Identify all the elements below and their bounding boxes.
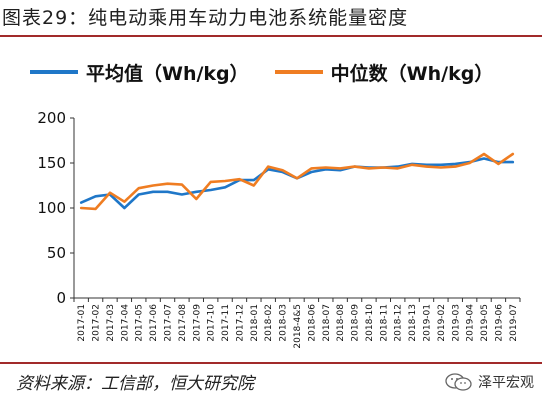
x-tick-label: 2017-01 [77,304,87,342]
x-tick-label: 2017-07 [164,304,174,342]
source-note: 资料来源：工信部，恒大研究院 [16,374,254,394]
x-tick-label: 2019-06 [494,304,504,342]
x-tick-label: 2018-09 [351,304,361,342]
legend-swatch-median [274,70,323,74]
x-tick-label: 2017-04 [120,304,130,342]
x-tick-label: 2018-03 [279,304,289,342]
wechat-icon [445,373,472,391]
bottom-rule [0,362,542,364]
legend-swatch-avg [30,70,78,74]
x-tick-label: 2019-02 [437,304,447,342]
y-tick-label: 200 [37,109,66,127]
x-tick-label: 2018-4&5 [293,304,303,349]
y-tick-label: 100 [37,199,66,217]
x-tick-label: 2018-12 [394,304,404,342]
brand-name: 泽平宏观 [478,375,534,391]
x-tick-label: 2018-13 [408,304,418,342]
x-tick-label: 2019-05 [480,304,490,342]
title-bar: 图表29：纯电动乘用车动力电池系统能量密度 [0,0,542,35]
x-tick-label: 2018-10 [365,304,375,342]
x-tick-label: 2017-11 [221,304,231,342]
x-tick-label: 2019-03 [451,304,461,342]
top-rule [0,35,542,37]
y-tick-label: 50 [47,244,66,262]
series-line-median [79,152,515,211]
legend-label-avg: 平均值（Wh/kg） [86,62,249,85]
x-tick-label: 2017-06 [149,304,159,342]
x-tick-label: 2019-04 [466,304,476,342]
x-tick-label: 2017-12 [235,304,245,342]
x-tick-label: 2019-01 [422,304,432,342]
chart-series [79,152,515,211]
legend-item-median: 中位数（Wh/kg） [274,59,494,86]
x-tick-label: 2018-11 [379,304,389,342]
chart-ticks: 0 50 100 150 200 2017-01 2017-02 2017-03 2017-04… [37,109,521,349]
x-tick-label: 2017-05 [135,304,145,342]
y-tick-label: 0 [56,289,66,307]
chart-legend: 平均值（Wh/kg） 中位数（Wh/kg） [30,58,519,86]
line-chart: 0 50 100 150 200 2017-01 2017-02 2017-03 2017-04… [37,109,521,349]
y-tick-label: 150 [37,154,66,172]
x-tick-label: 2017-03 [106,304,116,342]
x-tick-label: 2018-07 [322,304,332,342]
x-tick-label: 2017-08 [178,304,188,342]
x-tick-label: 2018-02 [264,304,274,342]
x-tick-label: 2019-07 [509,304,519,342]
legend-label-median: 中位数（Wh/kg） [330,62,494,85]
x-tick-label: 2017-10 [207,304,217,342]
figure-title: 图表29：纯电动乘用车动力电池系统能量密度 [2,7,409,29]
legend-item-avg: 平均值（Wh/kg） [30,59,249,86]
brand-watermark: 泽平宏观 [444,372,534,392]
x-tick-label: 2017-02 [92,304,102,342]
x-tick-label: 2017-09 [192,304,202,342]
x-tick-label: 2018-06 [307,304,317,342]
x-tick-label: 2018-08 [336,304,346,342]
chart-axes [73,118,520,299]
x-tick-label: 2018-01 [250,304,260,342]
